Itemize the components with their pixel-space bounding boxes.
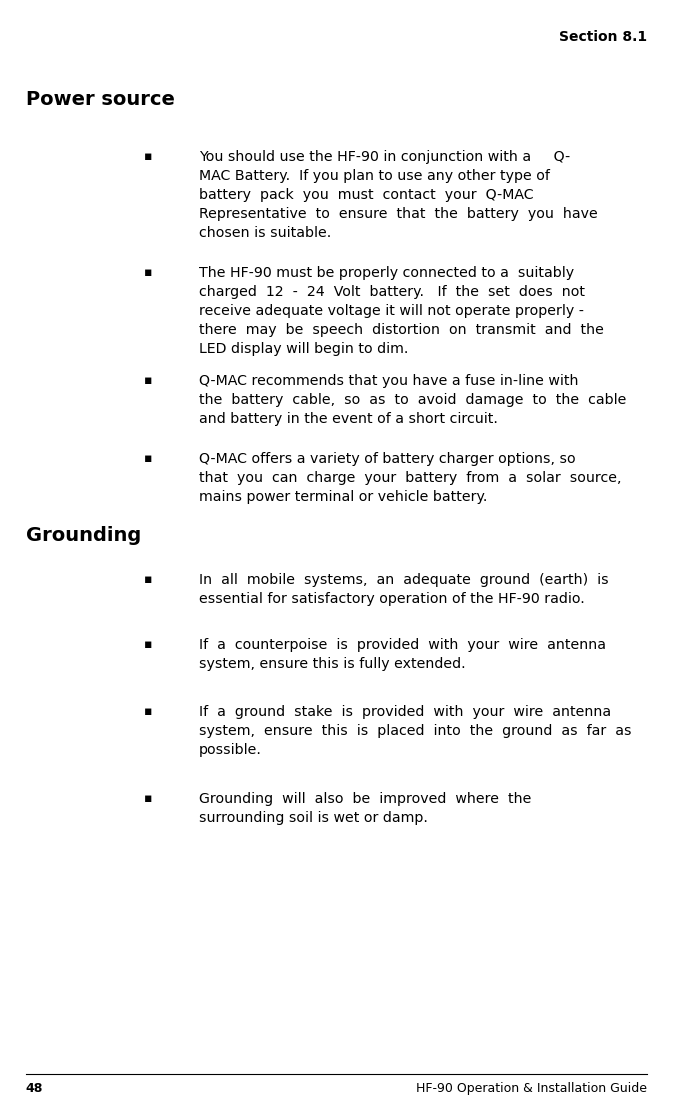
Text: ▪: ▪ (144, 792, 152, 806)
Text: HF-90 Operation & Installation Guide: HF-90 Operation & Installation Guide (417, 1082, 647, 1096)
Text: ▪: ▪ (144, 573, 152, 586)
Text: If  a  ground  stake  is  provided  with  your  wire  antenna
system,  ensure  t: If a ground stake is provided with your … (199, 705, 631, 756)
Text: Q-MAC offers a variety of battery charger options, so
that  you  can  charge  yo: Q-MAC offers a variety of battery charge… (199, 452, 621, 504)
Text: Grounding  will  also  be  improved  where  the
surrounding soil is wet or damp.: Grounding will also be improved where th… (199, 792, 531, 825)
Text: Grounding: Grounding (26, 526, 141, 545)
Text: Section 8.1: Section 8.1 (559, 30, 647, 45)
Text: ▪: ▪ (144, 452, 152, 466)
Text: You should use the HF-90 in conjunction with a     Q-
MAC Battery.  If you plan : You should use the HF-90 in conjunction … (199, 150, 597, 239)
Text: In  all  mobile  systems,  an  adequate  ground  (earth)  is
essential for satis: In all mobile systems, an adequate groun… (199, 573, 608, 605)
Text: The HF-90 must be properly connected to a  suitably
charged  12  -  24  Volt  ba: The HF-90 must be properly connected to … (199, 266, 604, 356)
Text: ▪: ▪ (144, 638, 152, 651)
Text: ▪: ▪ (144, 705, 152, 718)
Text: ▪: ▪ (144, 374, 152, 387)
Text: ▪: ▪ (144, 150, 152, 163)
Text: 48: 48 (26, 1082, 43, 1096)
Text: Power source: Power source (26, 90, 174, 109)
Text: ▪: ▪ (144, 266, 152, 280)
Text: Q-MAC recommends that you have a fuse in-line with
the  battery  cable,  so  as : Q-MAC recommends that you have a fuse in… (199, 374, 626, 425)
Text: If  a  counterpoise  is  provided  with  your  wire  antenna
system, ensure this: If a counterpoise is provided with your … (199, 638, 606, 670)
